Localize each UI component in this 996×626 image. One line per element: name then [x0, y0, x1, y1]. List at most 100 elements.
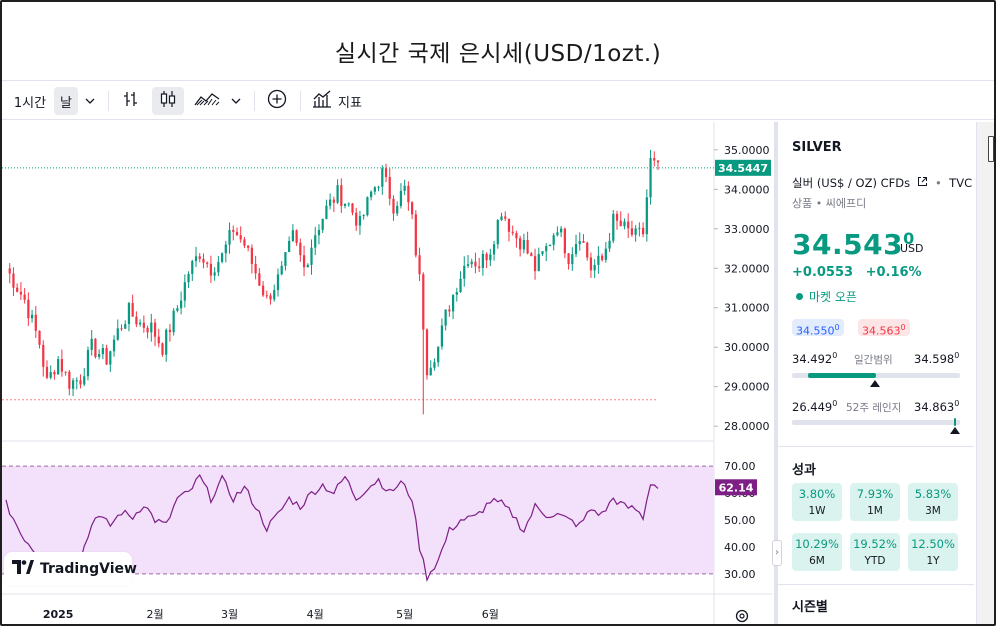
year-range-marker-icon [950, 427, 960, 434]
candle-body [392, 198, 395, 214]
last-price: 34.5430 [792, 228, 915, 261]
symbol-name-text: 실버 (US$ / OZ) CFDs [792, 176, 911, 190]
candle-body [474, 261, 477, 267]
status-dot-icon [796, 293, 803, 300]
candle-body [537, 254, 540, 272]
candle-body [75, 380, 78, 382]
candle-body [302, 255, 306, 268]
day-range-low-fraction: 0 [832, 351, 838, 360]
bid-badge: 34.5500 [792, 319, 844, 338]
perf-tile-1m[interactable]: 7.93% 1M [850, 483, 900, 521]
candle-body [574, 244, 578, 255]
tradingview-logo[interactable]: TradingView [4, 552, 137, 586]
candle-body [504, 216, 507, 219]
indicators-button[interactable]: 지표 [312, 87, 372, 115]
candle-body [183, 282, 186, 301]
candle-body [258, 273, 261, 286]
candle-body [560, 228, 563, 233]
ask-main: 34.563 [862, 324, 901, 338]
perf-tile-6m[interactable]: 10.29% 6M [792, 533, 842, 571]
candle-body [653, 158, 656, 161]
perf-tile-1w[interactable]: 3.80% 1W [792, 483, 842, 521]
candle-body [437, 346, 440, 363]
range-label: 날 [60, 95, 72, 111]
current-price-label: 34.5447 [718, 162, 768, 175]
candle-body [30, 314, 34, 319]
candle-body [49, 372, 52, 378]
bar-style-button[interactable] [118, 87, 144, 115]
section-divider [778, 584, 974, 585]
price-chart[interactable]: 35.0000 34.0000 33.0000 32.0000 31.0000 30.00… [2, 122, 772, 624]
candle-body [23, 294, 26, 300]
candle-body [593, 264, 596, 271]
candle-body [630, 228, 634, 235]
candle-body [627, 221, 630, 229]
area-style-button[interactable] [192, 87, 222, 115]
candle-body [232, 229, 235, 232]
candle-body [463, 265, 466, 279]
candle-body [340, 185, 343, 206]
candle-body [612, 213, 615, 241]
day-range-fill [808, 373, 876, 378]
range-dropdown[interactable] [80, 87, 100, 115]
candle-body [172, 310, 175, 333]
price-change-abs: +0.0553 [792, 265, 854, 280]
interval-button[interactable]: 1시간 [12, 87, 48, 115]
rsi-line [5, 473, 659, 583]
candle-body [485, 253, 488, 261]
perf-label: 1W [808, 505, 826, 517]
time-tick-label: 5월 [396, 608, 413, 621]
candle-body [299, 242, 302, 256]
candle-body [358, 216, 362, 226]
year-range-high-fraction: 0 [954, 399, 960, 408]
year-range-bar [792, 420, 960, 425]
chart-area[interactable]: 35.0000 34.0000 33.0000 32.0000 31.0000 30.00… [2, 122, 772, 624]
candle-body [38, 330, 41, 345]
indicators-icon [312, 90, 332, 112]
panel-scrollbar[interactable] [976, 122, 994, 624]
symbol-ticker[interactable]: SILVER [792, 140, 842, 155]
candle-body [466, 264, 470, 266]
candles-style-button[interactable] [152, 87, 184, 115]
day-range-marker-icon [870, 380, 880, 387]
candle-body [127, 303, 131, 325]
candle-body [492, 244, 496, 255]
collapse-panel-handle[interactable]: › [772, 540, 782, 566]
candle-body [109, 351, 112, 365]
candle-body [131, 303, 134, 317]
year-range-high-main: 34.863 [914, 399, 955, 414]
chart-style-dropdown[interactable] [226, 87, 246, 115]
year-range-high: 34.8630 [914, 399, 959, 414]
candle-body [586, 242, 589, 258]
time-tick-label: 2025 [43, 608, 74, 621]
day-range-high: 34.5980 [914, 351, 959, 366]
perf-tile-1y[interactable]: 12.50% 1Y [908, 533, 958, 571]
gear-inner [739, 613, 745, 619]
perf-tile-ytd[interactable]: 19.52% YTD [850, 533, 900, 571]
candle-body [522, 240, 525, 250]
range-button[interactable]: 날 [54, 87, 78, 115]
candle-body [288, 240, 291, 253]
candle-body [34, 314, 37, 331]
day-range-low: 34.4920 [792, 351, 837, 366]
symbol-name[interactable]: 실버 (US$ / OZ) CFDs • TVC [792, 175, 972, 191]
candle-body [250, 247, 254, 264]
candle-body [213, 272, 216, 276]
perf-tile-3m[interactable]: 5.83% 3M [908, 483, 958, 521]
candle-body [105, 347, 108, 365]
external-link-icon [917, 176, 932, 190]
candle-body [168, 329, 172, 333]
ask-fraction: 0 [900, 323, 906, 332]
candle-body [8, 268, 11, 274]
perf-value: 3.80% [798, 487, 836, 501]
candle-body [481, 253, 485, 268]
year-range-fill [954, 418, 956, 426]
candle-body [641, 227, 645, 235]
perf-label: 1Y [926, 555, 940, 567]
compare-button[interactable] [264, 87, 290, 115]
scrollbar-thumb[interactable] [988, 136, 994, 162]
candle-body [228, 229, 231, 245]
candle-body [429, 367, 432, 376]
candle-body [396, 205, 399, 214]
candle-body [150, 322, 153, 333]
